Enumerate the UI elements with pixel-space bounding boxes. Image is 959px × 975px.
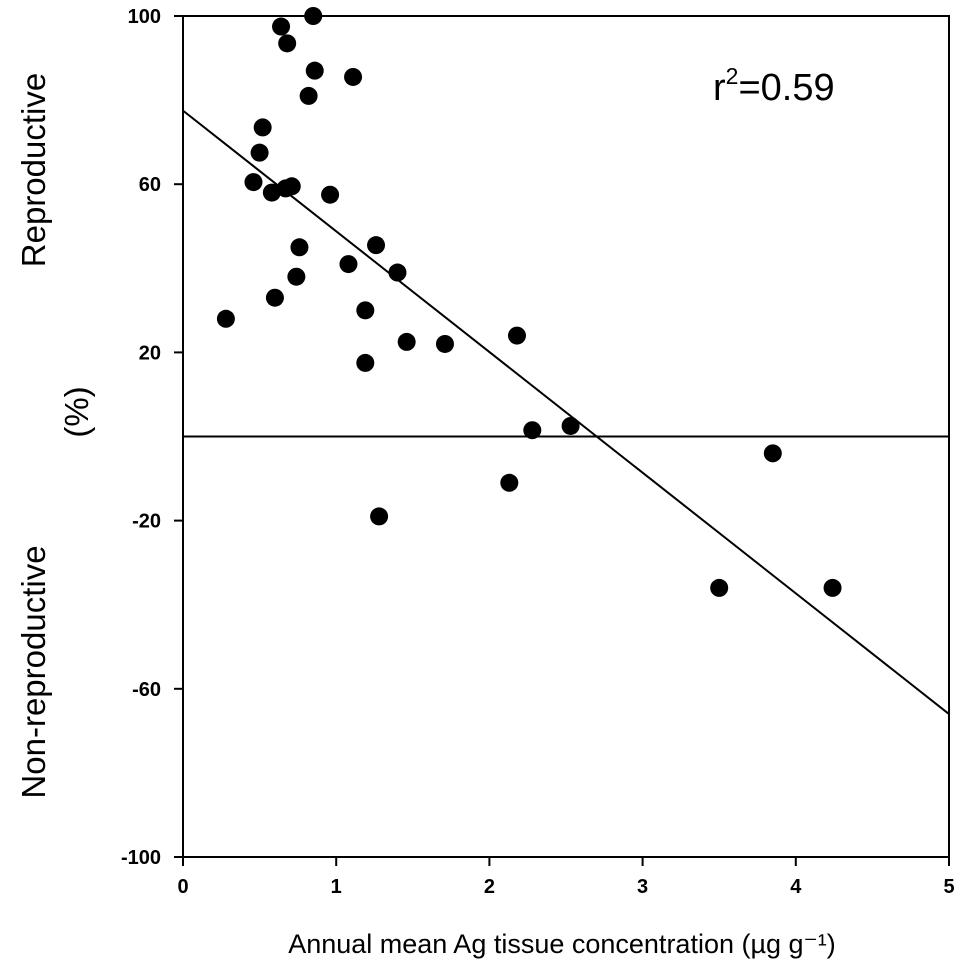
data-point [344,67,363,86]
annotation-superscript: 2 [726,63,739,89]
data-point [282,177,301,196]
data-point [304,7,323,25]
data-point [278,34,297,53]
data-points [216,7,842,597]
regression-line [182,109,950,715]
y-tick-label: -100 [121,847,161,869]
y-tick-label: 100 [128,6,161,28]
data-point [710,578,729,597]
y-axis-title-reproductive: Reproductive [15,73,52,267]
regression-line-group [182,109,950,715]
data-point [356,301,375,320]
data-point [388,263,407,282]
y-axis-ticks: 100 60 20 -20 -60 -100 [121,6,183,869]
annotation-value: =0.59 [738,67,834,109]
data-point [216,309,235,328]
x-tick-label: 4 [790,876,802,898]
y-tick-label: -20 [132,511,161,533]
data-point [253,118,272,137]
data-point [523,421,542,440]
y-axis-title-unit: (%) [58,386,95,437]
data-point [250,143,269,162]
data-point [290,238,309,257]
x-tick-label: 1 [331,876,342,898]
data-point [321,185,340,204]
r-squared-annotation: r2=0.59 [713,63,835,109]
x-axis-ticks: 0 1 2 3 4 5 [177,857,955,898]
x-tick-label: 2 [484,876,495,898]
x-tick-label: 5 [943,876,954,898]
data-point [299,86,318,105]
data-point [500,473,519,492]
data-point [370,507,389,526]
x-tick-label: 3 [637,876,648,898]
data-point [397,332,416,351]
data-point [435,334,454,353]
data-point [367,236,386,255]
y-tick-label: -60 [132,679,161,701]
y-axis-title-non-reproductive: Non-reproductive [15,545,52,798]
data-point [763,444,782,463]
data-point [287,267,306,286]
data-point [356,353,375,372]
data-point [507,326,526,345]
data-point [262,183,281,202]
y-tick-label: 20 [139,342,161,364]
y-tick-label: 60 [139,174,161,196]
x-axis-title: Annual mean Ag tissue concentration (µg … [288,929,836,959]
data-point [561,416,580,435]
data-point [244,173,263,192]
data-point [272,17,291,36]
data-point [265,288,284,307]
annotation-base: r [713,67,726,109]
x-tick-label: 0 [177,876,188,898]
data-point [823,578,842,597]
data-point [305,61,324,80]
data-point [339,255,358,274]
